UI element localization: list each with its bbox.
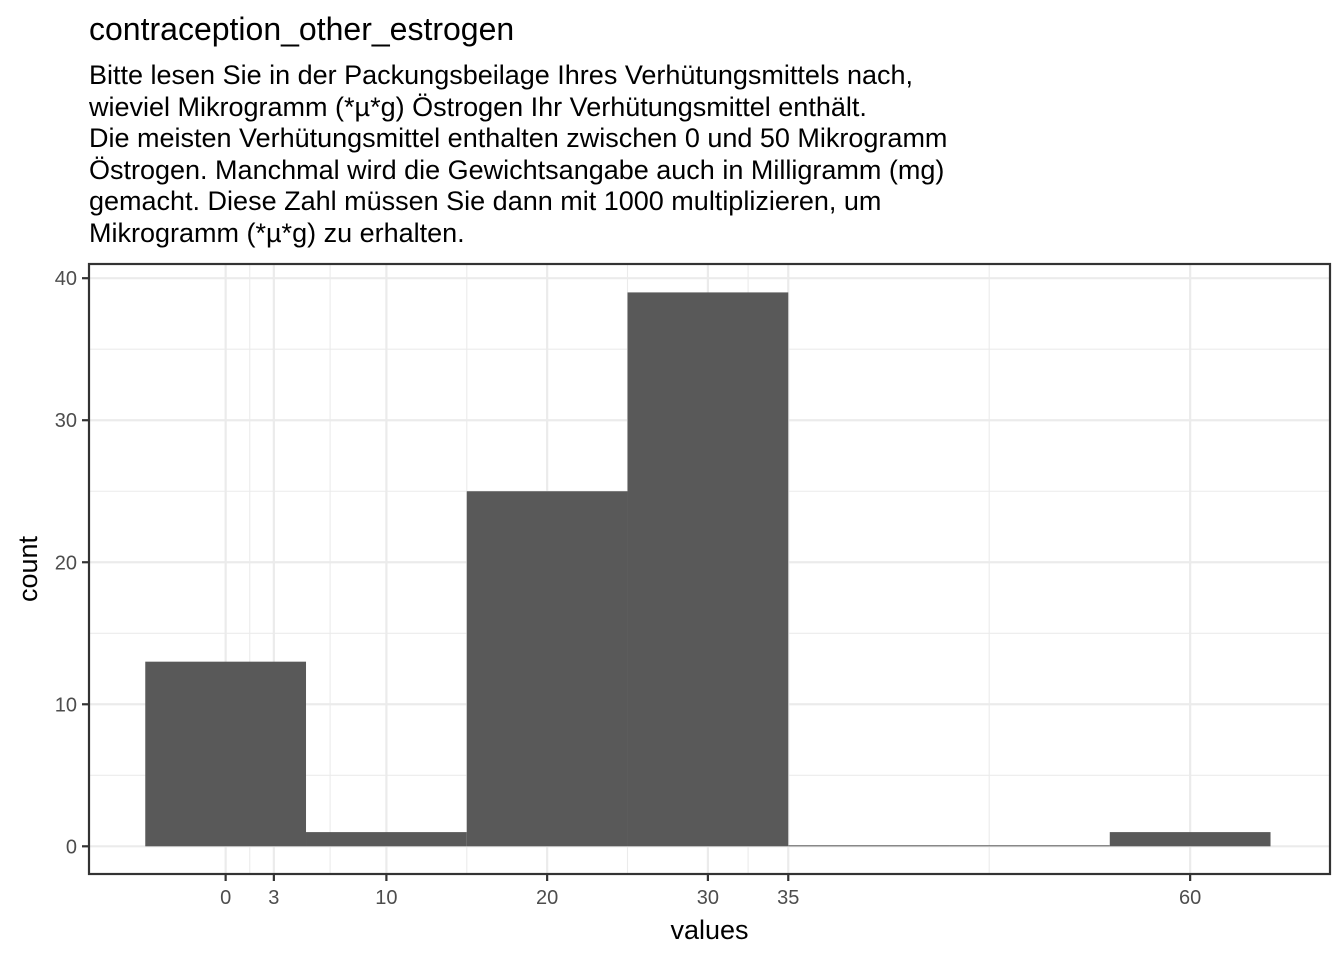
x-tick-label: 35 (777, 887, 799, 909)
y-tick-label: 0 (66, 836, 77, 858)
histogram-bar (466, 491, 628, 847)
chart-subtitle-line: Die meisten Verhütungsmittel enthalten z… (89, 123, 948, 153)
histogram-bar (1109, 832, 1271, 847)
histogram-bars (145, 292, 1271, 847)
x-tick-label: 3 (268, 887, 279, 909)
x-tick-label: 30 (697, 887, 719, 909)
x-axis-title: values (670, 915, 748, 945)
chart-subtitle: Bitte lesen Sie in der Packungsbeilage I… (89, 60, 947, 249)
chart-subtitle-line: Östrogen. Manchmal wird die Gewichtsanga… (89, 154, 945, 185)
x-tick-label: 20 (536, 887, 558, 909)
chart-subtitle-line: wieviel Mikrogramm (*µ*g) Östrogen Ihr V… (89, 91, 867, 122)
histogram-bar (145, 661, 307, 847)
histogram-bar (949, 845, 1110, 847)
panel-border (87, 262, 1332, 876)
x-tick-label: 10 (375, 887, 397, 909)
chart-subtitle-line: Bitte lesen Sie in der Packungsbeilage I… (89, 60, 913, 90)
y-tick-label: 40 (55, 268, 77, 290)
chart-subtitle-line: Mikrogramm (*µ*g) zu erhalten. (89, 217, 465, 248)
y-tick-label: 20 (55, 552, 77, 574)
x-tick-label: 60 (1179, 887, 1201, 909)
histogram-bar (627, 292, 789, 847)
chart-subtitle-line: gemacht. Diese Zahl müssen Sie dann mit … (89, 186, 882, 216)
histogram-bar (306, 832, 467, 847)
histogram-bar (788, 845, 950, 847)
y-tick-label: 10 (55, 694, 77, 716)
x-tick-label: 0 (220, 887, 231, 909)
y-tick-label: 30 (55, 410, 77, 432)
chart-title: contraception_other_estrogen (89, 11, 515, 47)
y-axis-title: count (13, 535, 43, 602)
axes: 0 10 20 30 40 0 3 10 20 30 35 60 (55, 262, 1332, 909)
